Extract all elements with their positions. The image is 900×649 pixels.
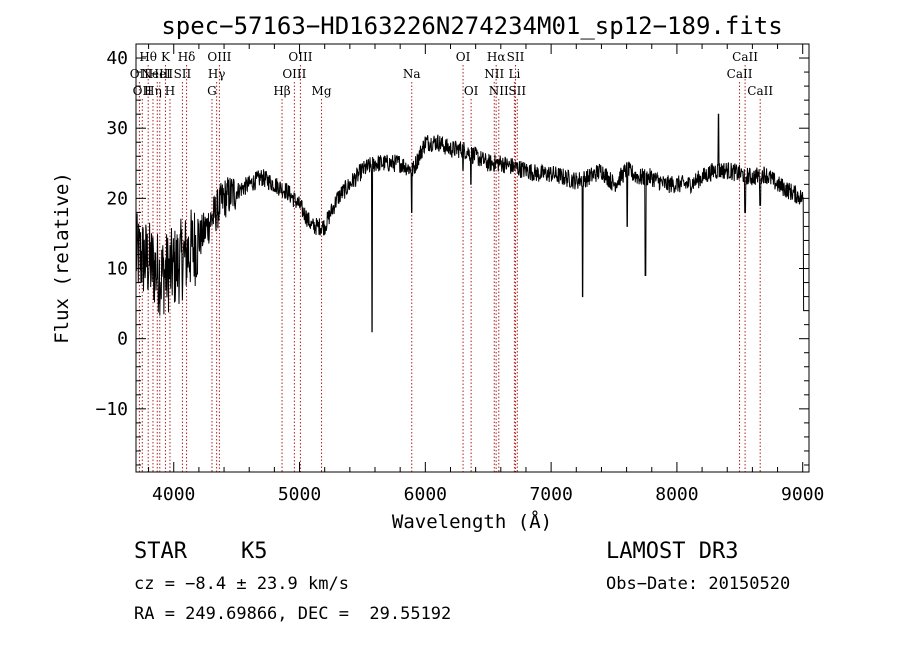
y-tick-label: −10	[95, 399, 128, 420]
line-label: CaII	[747, 84, 773, 98]
y-axis: −10 0 10 20 30 40	[95, 43, 809, 466]
y-tick-label: 30	[106, 118, 128, 139]
y-tick-label: 40	[106, 48, 128, 69]
line-label: CaII	[732, 50, 758, 64]
y-tick-label: 20	[106, 188, 128, 209]
x-axis: 4000 5000 6000 7000 8000 9000	[148, 44, 824, 505]
chart-title: spec−57163−HD163226N274234M01_sp12−189.f…	[161, 12, 782, 40]
line-markers	[138, 65, 761, 472]
line-label: NII	[484, 67, 504, 81]
line-label: OIII	[288, 50, 312, 64]
line-label: OI	[464, 84, 479, 98]
object-subclass: K5	[241, 539, 268, 564]
x-tick-label: 8000	[655, 484, 698, 505]
x-tick-label: 4000	[152, 484, 195, 505]
spectrum-line	[136, 113, 805, 333]
obs-date: Obs−Date: 20150520	[606, 574, 791, 594]
line-label: SII	[508, 84, 526, 98]
line-label: Na	[403, 67, 421, 81]
object-class: STAR	[134, 539, 187, 564]
y-tick-label: 0	[117, 329, 128, 350]
coordinates: RA = 249.69866, DEC = 29.55192	[134, 604, 452, 624]
line-label: Li	[508, 67, 520, 81]
line-label: Hδ	[178, 50, 196, 64]
y-axis-label: Flux (relative)	[51, 172, 73, 344]
y-tick-label: 10	[106, 259, 128, 280]
line-label: Hγ	[208, 67, 226, 81]
line-label: SII	[507, 50, 525, 64]
x-tick-label: 6000	[404, 484, 447, 505]
line-label: Hβ	[273, 84, 290, 98]
line-label: OIII	[282, 67, 306, 81]
line-label: CaII	[727, 67, 753, 81]
line-label: OII	[133, 84, 153, 98]
line-label: NII	[489, 84, 509, 98]
line-label: OII	[130, 67, 150, 81]
line-label: HeI	[149, 67, 172, 81]
line-label: Hα	[487, 50, 506, 64]
line-label: G	[207, 84, 217, 98]
line-label: OI	[456, 50, 471, 64]
line-label: K	[161, 50, 171, 64]
x-tick-label: 7000	[529, 484, 572, 505]
line-label: SII	[174, 67, 192, 81]
line-label: Hθ	[139, 50, 157, 64]
x-axis-label: Wavelength (Å)	[392, 510, 552, 533]
line-label: OIII	[207, 50, 231, 64]
line-label: H	[165, 84, 175, 98]
redshift-text: cz = −8.4 ± 23.9 km/s	[134, 574, 349, 594]
x-tick-label: 9000	[781, 484, 824, 505]
plot-frame	[135, 43, 810, 473]
line-label: NeIII	[141, 67, 173, 81]
line-label: Hη	[144, 84, 162, 98]
line-label: Mg	[312, 84, 332, 98]
survey-name: LAMOST DR3	[606, 539, 739, 564]
x-tick-label: 5000	[278, 484, 321, 505]
